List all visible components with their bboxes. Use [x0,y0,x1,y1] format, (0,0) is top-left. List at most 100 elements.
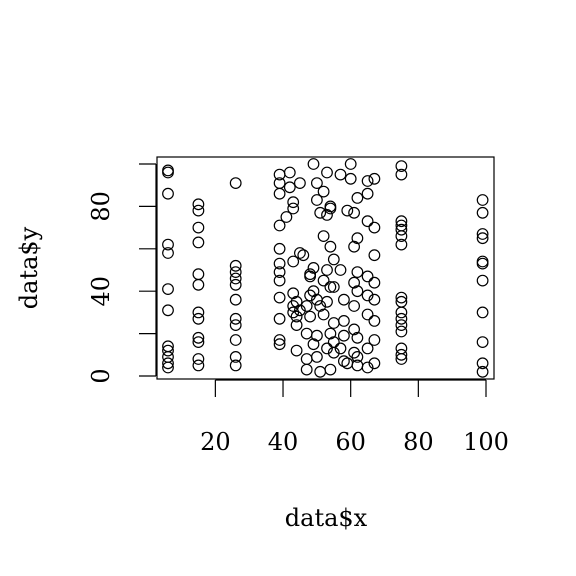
data-point [395,348,408,361]
data-point [192,268,205,281]
data-point [348,346,361,359]
y-tick-label: 80 [87,191,115,222]
data-point [273,219,286,232]
data-point [351,232,364,245]
data-point [273,291,286,304]
data-point [317,274,330,287]
data-point [297,249,310,262]
data-point [344,172,357,185]
data-point [300,300,313,312]
data-point [368,221,381,234]
data-point [162,357,174,370]
data-point [368,276,381,289]
data-point [287,202,300,215]
data-point [368,249,381,262]
data-point [344,158,357,170]
x-axis-label: data$x [285,504,368,532]
data-point [348,276,361,289]
data-point [229,278,242,291]
data-point [287,287,300,300]
data-point [338,293,350,306]
data-point [361,187,374,200]
data-point [162,351,174,363]
data-point [317,230,330,243]
data-point [162,344,174,357]
data-point [476,257,489,270]
data-point [229,266,242,279]
data-point [321,208,333,221]
data-point [162,361,174,374]
x-tick-label: 100 [463,428,509,456]
data-point [395,291,408,304]
data-point [361,175,374,187]
data-point [192,221,205,234]
data-point [290,344,303,357]
data-point [304,289,317,302]
data-point [294,247,306,259]
plot-frame [156,156,495,380]
data-point [283,181,296,194]
data-point [300,327,313,340]
y-tick-label: 40 [87,276,115,307]
data-point [287,255,300,268]
x-tick-label: 40 [268,428,299,456]
data-point [334,342,347,355]
data-point [338,315,350,327]
data-point [361,308,374,321]
data-point [290,310,303,323]
data-point [476,274,489,287]
data-point [395,353,408,365]
data-point [229,177,242,190]
data-point [294,304,306,317]
data-point [351,351,364,363]
data-point [162,340,174,353]
data-point [395,238,408,251]
data-point [290,319,303,332]
data-point [395,325,408,338]
data-point [273,334,286,346]
data-point [361,361,374,374]
data-point [321,166,333,179]
data-point [321,264,333,276]
data-point [351,191,364,204]
data-point [476,336,489,349]
data-point [192,331,205,344]
data-point [314,300,327,312]
data-point [273,266,286,279]
data-point [311,194,323,206]
data-point [395,342,408,355]
data-point [334,264,347,276]
data-point [300,363,313,376]
data-point [327,346,340,359]
data-point [162,166,174,179]
data-point [395,223,408,236]
data-point [395,230,408,243]
data-point [324,281,337,293]
data-point [304,268,317,281]
data-point [311,177,323,190]
data-point [321,295,333,308]
data-point [395,160,408,173]
data-point [307,338,320,351]
x-tick-label: 20 [200,428,231,456]
data-point [304,270,317,283]
data-point [304,310,317,323]
data-point [229,319,242,332]
data-point [327,281,340,293]
data-point [368,315,381,327]
data-point [300,353,313,365]
data-point [192,278,205,291]
data-point [314,365,327,378]
data-point [280,211,293,223]
data-point [162,247,174,259]
data-point [321,342,333,355]
data-point [476,194,489,206]
data-point [348,323,361,336]
data-point [348,240,361,253]
data-point [192,198,205,211]
data-point [395,306,408,319]
data-point [361,215,374,228]
data-point [162,238,174,251]
data-point [317,308,330,321]
